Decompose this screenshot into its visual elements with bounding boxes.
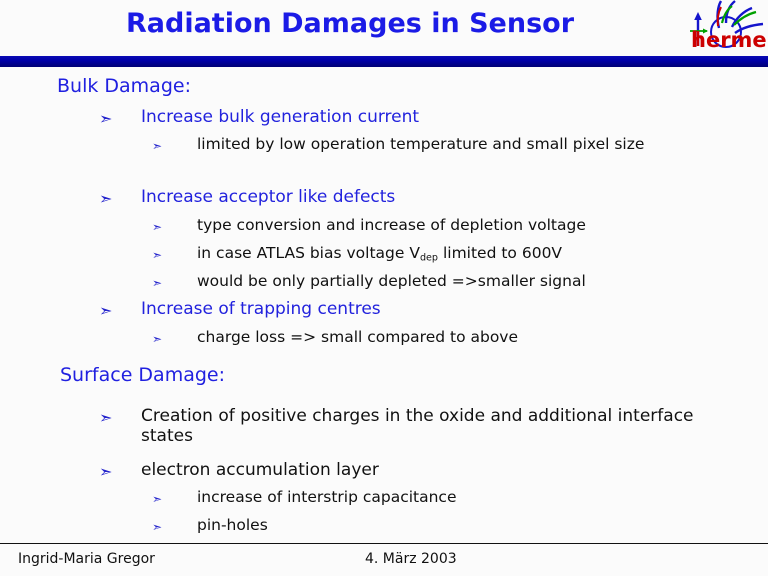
bullet-marker-level2: ➣ — [152, 220, 163, 234]
footer-date: 4. März 2003 — [365, 551, 457, 567]
bullet-marker-level2: ➣ — [152, 276, 163, 290]
page-title: Radiation Damages in Sensor — [125, 8, 575, 39]
footer-author: Ingrid-Maria Gregor — [18, 551, 155, 567]
bullet-marker-level1: ➣ — [99, 189, 113, 208]
bullet-text: electron accumulation layer — [141, 460, 379, 480]
bullet-marker-level2: ➣ — [152, 139, 163, 153]
bullet-marker-level1: ➣ — [99, 109, 113, 128]
logo-wordmark: hermes — [691, 28, 766, 52]
bullet-text-pre: in case ATLAS bias voltage V — [197, 244, 420, 262]
bullet-text: type conversion and increase of depletio… — [197, 216, 586, 234]
bullet-text: Increase of trapping centres — [141, 299, 381, 319]
bullet-text-post: limited to 600V — [438, 244, 563, 262]
title-area: Radiation Damages in Sensor — [0, 0, 768, 54]
bullet-marker-level2: ➣ — [152, 492, 163, 506]
bullet-marker-level1: ➣ — [99, 301, 113, 320]
bullet-marker-level2: ➣ — [152, 248, 163, 262]
bullet-text: Creation of positive charges in the oxid… — [141, 406, 694, 447]
logo-wing-accents-icon — [720, 5, 757, 26]
hermes-logo: hermes — [686, 0, 766, 58]
bullet-marker-level1: ➣ — [99, 408, 113, 427]
bullet-text: increase of interstrip capacitance — [197, 488, 457, 506]
slide-body: Bulk Damage: ➣ Increase bulk generation … — [0, 67, 768, 540]
bullet-marker-level1: ➣ — [99, 462, 113, 481]
bullet-text: limited by low operation temperature and… — [197, 135, 645, 153]
bullet-marker-level2: ➣ — [152, 520, 163, 534]
title-divider — [0, 56, 768, 67]
section-heading-surface-damage: Surface Damage: — [60, 364, 225, 386]
logo-arrow-icon — [690, 12, 708, 46]
hermes-logo-graphic: hermes — [690, 0, 766, 52]
bullet-text: in case ATLAS bias voltage Vdep limited … — [197, 244, 737, 264]
footer: Ingrid-Maria Gregor 4. März 2003 — [0, 549, 768, 575]
bullet-text: Increase acceptor like defects — [141, 187, 396, 207]
subscript-dep: dep — [419, 252, 439, 264]
section-heading-bulk-damage: Bulk Damage: — [57, 75, 191, 97]
logo-wing-accent-red-icon — [716, 6, 722, 27]
footer-divider — [0, 543, 768, 544]
bullet-text: Increase bulk generation current — [141, 107, 420, 127]
bullet-text: pin-holes — [197, 516, 268, 534]
bullet-marker-level2: ➣ — [152, 332, 163, 346]
bullet-text: charge loss => small compared to above — [197, 328, 519, 346]
bullet-text: would be only partially depleted =>small… — [197, 272, 586, 290]
